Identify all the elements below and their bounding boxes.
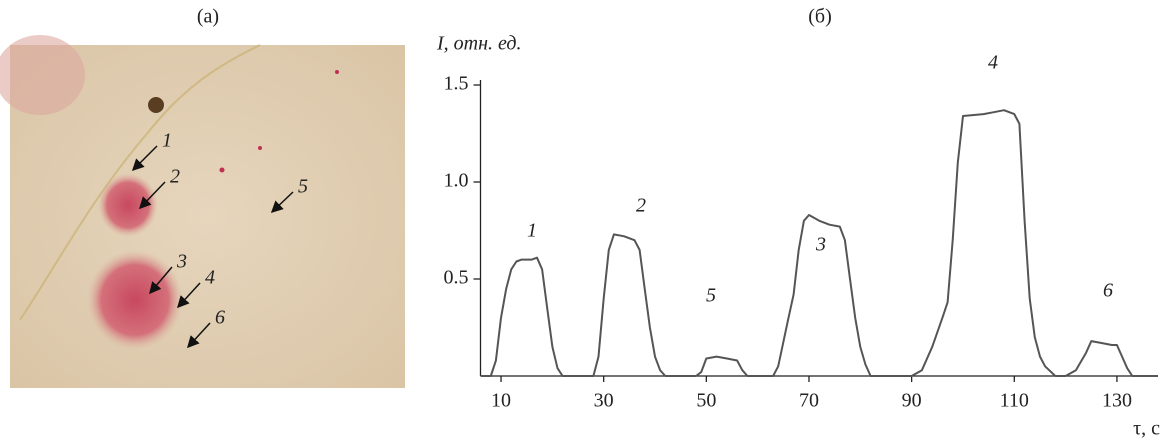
x-tick-label: 130	[1102, 390, 1132, 412]
photo-label: 2	[170, 166, 180, 188]
photo	[0, 35, 405, 388]
photo-label: 4	[205, 267, 215, 289]
x-tick-label: 50	[696, 390, 716, 412]
peak-label: 1	[527, 220, 537, 242]
peak-label: 2	[636, 195, 646, 217]
photo-label: 6	[215, 307, 225, 329]
arrow	[138, 181, 166, 210]
panel-a-title: (a)	[197, 6, 219, 28]
peak-label: 6	[1103, 280, 1113, 302]
photo-arrows: 1 2 34 5 6	[131, 130, 308, 349]
peak-label: 5	[706, 285, 716, 307]
arrow	[149, 266, 173, 295]
photo-label: 3	[176, 251, 187, 273]
photo-label: 1	[162, 130, 172, 152]
x-tick-label: 90	[902, 390, 922, 412]
x-tick-label: 70	[799, 390, 819, 412]
peak-label: 3	[815, 234, 826, 256]
arrow	[270, 191, 294, 214]
y-tick-label: 1.0	[444, 170, 469, 192]
x-tick-label: 110	[1000, 390, 1029, 412]
y-axis-label: I, отн. ед.	[436, 33, 522, 55]
arrow	[176, 282, 201, 309]
chart-title: (б)	[808, 6, 832, 28]
x-axis-label: τ, с	[1133, 418, 1160, 440]
line-series	[480, 109, 1158, 377]
x-tick-label: 30	[594, 390, 614, 412]
x-tick-label: 10	[491, 390, 511, 412]
arrow	[131, 145, 158, 172]
photo-label: 5	[298, 176, 308, 198]
arrow	[186, 322, 211, 349]
y-tick-label: 0.5	[444, 267, 469, 289]
y-tick-label: 1.5	[444, 73, 469, 95]
peak-label: 4	[988, 52, 998, 74]
